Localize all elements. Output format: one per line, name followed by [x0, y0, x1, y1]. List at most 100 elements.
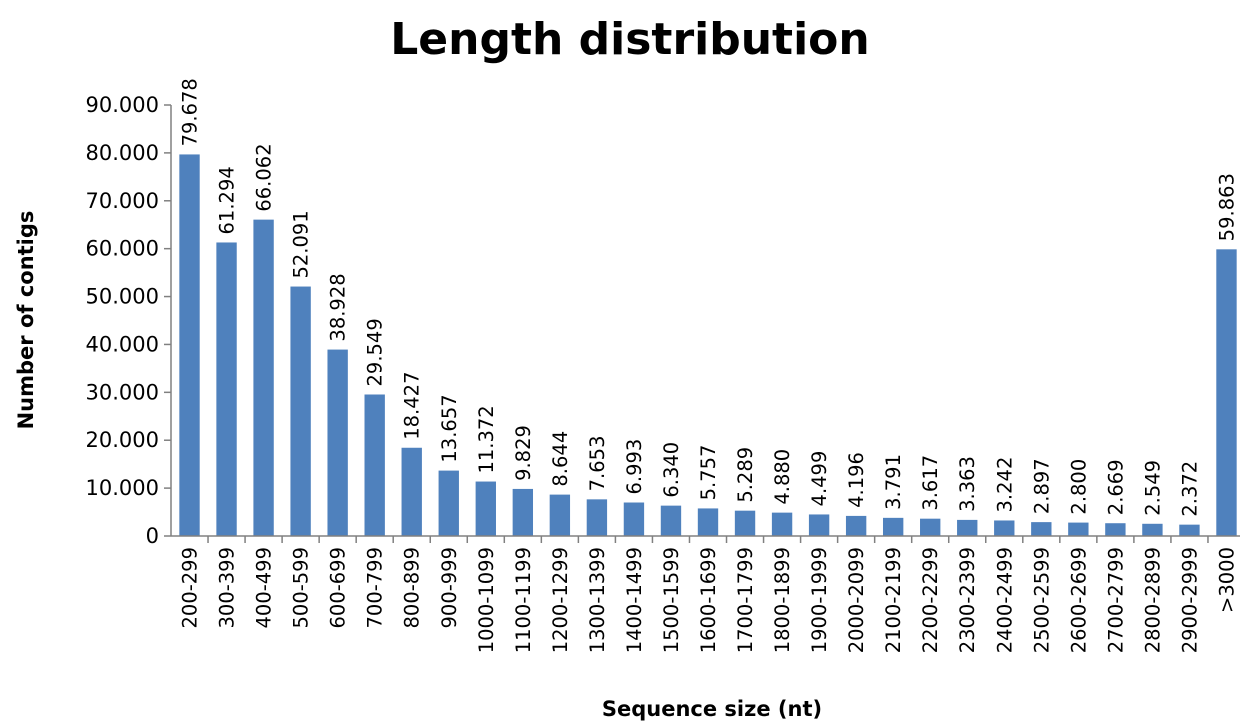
bar: [1105, 523, 1126, 536]
bar: [957, 519, 978, 536]
bar: [1068, 522, 1089, 536]
x-tick-label: 1400-1499: [623, 547, 646, 653]
x-tick-label: 500-599: [290, 547, 313, 628]
data-label: 2.800: [1067, 459, 1090, 515]
data-label: 2.669: [1104, 459, 1127, 515]
x-tick-label: 1100-1199: [512, 547, 535, 653]
x-tick-label: 2000-2099: [845, 547, 868, 653]
data-label: 13.657: [438, 394, 461, 462]
x-tick-label: 1900-1999: [808, 547, 831, 653]
bar: [1216, 249, 1237, 536]
data-label: 6.340: [660, 442, 683, 498]
x-tick-label: 600-699: [327, 547, 350, 628]
x-tick-label: 2400-2499: [993, 547, 1016, 653]
bar: [549, 494, 571, 536]
data-label: 5.289: [734, 447, 757, 503]
x-tick-label: 900-999: [438, 547, 461, 628]
bar: [290, 286, 311, 536]
y-tick-label: 20.000: [86, 428, 159, 452]
bar: [216, 242, 237, 536]
data-label: 11.372: [475, 405, 498, 473]
bar: [808, 514, 830, 536]
x-tick-label: 2300-2399: [956, 547, 979, 653]
bar: [586, 499, 608, 536]
y-axis-title: Number of contigs: [14, 211, 38, 430]
x-tick-label: 400-499: [253, 547, 276, 628]
bar: [660, 505, 682, 536]
bar: [438, 470, 459, 536]
data-label: 6.993: [623, 439, 646, 495]
data-label: 3.791: [882, 454, 905, 510]
data-label: 4.196: [845, 452, 868, 508]
bar: [845, 515, 867, 536]
bar: [734, 510, 756, 536]
x-tick-label: 300-399: [216, 547, 239, 628]
x-tick-label: 2900-2999: [1178, 547, 1201, 653]
bar: [1031, 522, 1052, 536]
x-tick-label: 2200-2299: [919, 547, 942, 653]
data-label: 3.617: [919, 455, 942, 511]
data-label: 4.880: [771, 449, 794, 505]
chart-title: Length distribution: [390, 14, 869, 65]
bar: [882, 517, 904, 536]
x-tick-label: 1000-1099: [475, 547, 498, 653]
x-tick-label: 2700-2799: [1104, 547, 1127, 653]
data-label: 79.678: [179, 78, 202, 146]
data-label: 3.242: [993, 457, 1016, 513]
y-tick-label: 50.000: [86, 285, 159, 309]
data-label: 18.427: [401, 372, 424, 440]
bar: [1142, 523, 1163, 536]
data-label: 9.829: [512, 425, 535, 481]
data-label: 2.897: [1030, 458, 1053, 514]
bar: [512, 488, 534, 536]
bar: [364, 394, 385, 536]
x-tick-label: 2500-2599: [1030, 547, 1053, 653]
data-label: 4.499: [808, 451, 831, 507]
x-tick-label: 200-299: [179, 547, 202, 628]
data-label: 38.928: [327, 273, 350, 341]
bar: [1179, 524, 1200, 536]
x-tick-label: 2800-2899: [1141, 547, 1164, 653]
data-label: 8.644: [549, 431, 572, 487]
y-tick-label: 10.000: [86, 476, 159, 500]
data-label: 3.363: [956, 456, 979, 512]
y-tick-label: 70.000: [86, 189, 159, 213]
bar: [253, 219, 274, 537]
data-labels: 79.678 61.294 66.062 52.091 38.928 29.549 18.4…: [179, 78, 1239, 516]
data-label: 7.653: [586, 436, 609, 492]
x-tick-label: 2600-2699: [1067, 547, 1090, 653]
data-label: 59.863: [1215, 173, 1238, 241]
y-tick-label: 40.000: [86, 332, 159, 356]
x-tick-label: 1300-1399: [586, 547, 609, 653]
x-tick-label: 1600-1699: [697, 547, 720, 653]
data-label: 2.549: [1141, 460, 1164, 516]
bar: [475, 481, 496, 536]
x-axis: 200-299 300-399 400-499 500-599 600-699 700-7…: [171, 535, 1240, 653]
bar: [771, 512, 793, 536]
y-axis: 0 10.000 20.000 30.000 40.000 50.000 60.000 70.…: [86, 93, 172, 548]
data-label: 2.372: [1178, 461, 1201, 517]
x-tick-label: 2100-2199: [882, 547, 905, 653]
bar: [623, 502, 645, 536]
data-label: 5.757: [697, 445, 720, 501]
x-tick-label: 1800-1899: [771, 547, 794, 653]
y-tick-label: 80.000: [86, 141, 159, 165]
bar: [401, 447, 422, 536]
bar: [327, 349, 348, 536]
data-label: 61.294: [216, 166, 239, 234]
data-label: 66.062: [253, 143, 276, 211]
y-tick-label: 90.000: [86, 93, 159, 117]
y-tick-label: 60.000: [86, 237, 159, 261]
x-axis-title: Sequence size (nt): [602, 697, 822, 721]
x-tick-label: 700-799: [364, 547, 387, 628]
y-tick-label: 0: [146, 524, 159, 548]
data-label: 29.549: [364, 318, 387, 386]
x-tick-label: >3000: [1215, 547, 1238, 613]
bars-group: [179, 154, 1237, 537]
y-tick-label: 30.000: [86, 380, 159, 404]
bar: [994, 520, 1015, 536]
bar: [920, 518, 941, 536]
x-tick-label: 1500-1599: [660, 547, 683, 653]
